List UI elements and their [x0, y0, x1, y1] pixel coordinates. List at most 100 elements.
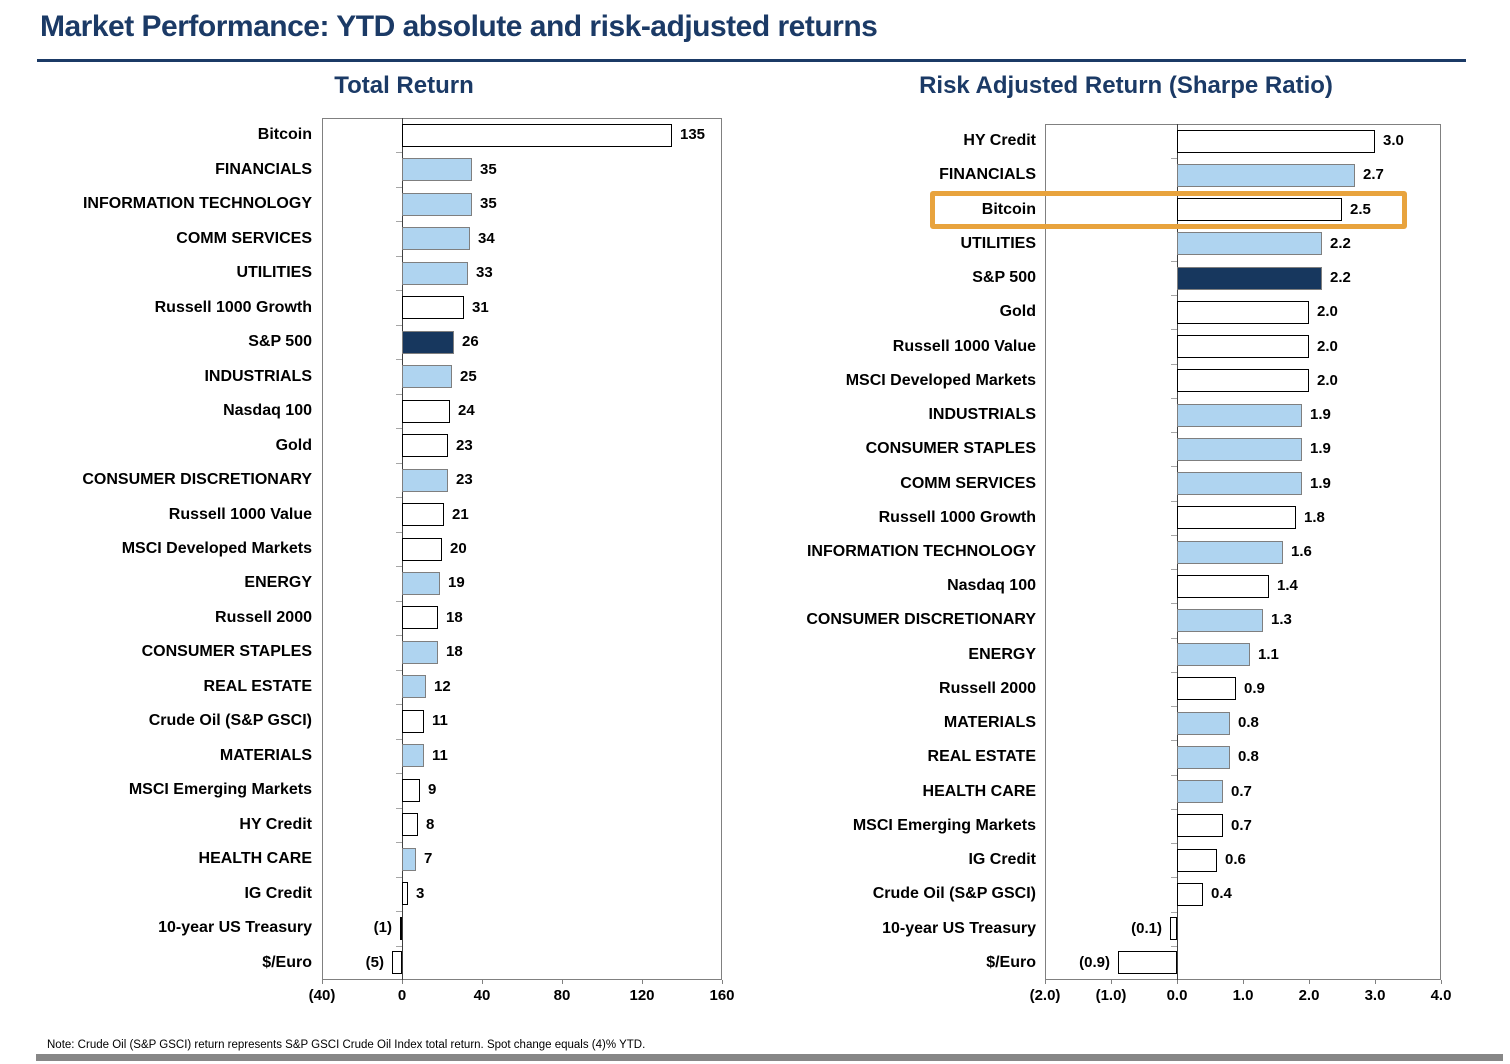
value-label: 35 — [480, 195, 497, 212]
category-label: HEALTH CARE — [922, 783, 1036, 800]
x-axis-tick-label: 80 — [553, 987, 571, 1004]
value-label: 7 — [424, 850, 433, 867]
category-label: UTILITIES — [960, 235, 1036, 252]
value-label: 1.3 — [1271, 611, 1292, 628]
sharpe-ratio-chart-title: Risk Adjusted Return (Sharpe Ratio) — [919, 72, 1333, 99]
category-label: Nasdaq 100 — [223, 402, 312, 419]
value-label: 33 — [476, 264, 493, 281]
category-axis-tick — [1171, 295, 1177, 296]
category-label: COMM SERVICES — [900, 475, 1036, 492]
value-label: 34 — [478, 230, 495, 247]
bar-white — [1177, 575, 1269, 598]
category-axis-tick — [1171, 329, 1177, 330]
bar-blue — [402, 572, 440, 595]
category-label: S&P 500 — [972, 269, 1036, 286]
category-label: Gold — [999, 303, 1036, 320]
bar-blue — [1177, 438, 1302, 461]
category-axis-tick — [1171, 466, 1177, 467]
bar-white — [402, 434, 448, 457]
bar-blue — [1177, 780, 1223, 803]
value-label: 11 — [432, 712, 448, 729]
bar-blue — [402, 641, 438, 664]
bar-blue — [402, 193, 472, 216]
category-label: CONSUMER DISCRETIONARY — [806, 611, 1036, 628]
category-label: INFORMATION TECHNOLOGY — [82, 195, 312, 212]
category-axis-tick — [396, 463, 402, 464]
category-axis-tick — [1171, 158, 1177, 159]
bar-navy — [402, 331, 454, 354]
category-axis-tick — [1171, 432, 1177, 433]
value-label: 8 — [426, 816, 435, 833]
bar-blue — [1177, 164, 1355, 187]
category-label: Russell 2000 — [215, 609, 312, 626]
category-label: MSCI Emerging Markets — [852, 817, 1036, 834]
x-axis-tick-mark — [1045, 980, 1046, 984]
bar-white — [402, 124, 672, 147]
bar-white — [392, 951, 402, 974]
x-axis-tick-label: 120 — [629, 987, 655, 1004]
bar-white — [1177, 198, 1342, 221]
bar-white — [1177, 883, 1203, 906]
value-label: (5) — [365, 954, 384, 971]
category-label: CONSUMER STAPLES — [865, 440, 1036, 457]
value-label: 2.0 — [1317, 338, 1338, 355]
category-label: INDUSTRIALS — [204, 368, 312, 385]
value-label: (1) — [373, 919, 392, 936]
x-axis-tick-mark — [562, 980, 563, 984]
value-label: 2.2 — [1330, 269, 1351, 286]
category-label: REAL ESTATE — [927, 748, 1036, 765]
category-label: Bitcoin — [257, 126, 312, 143]
category-axis-tick — [1171, 501, 1177, 502]
x-axis-tick-label: (2.0) — [1029, 987, 1061, 1004]
category-axis-tick — [396, 739, 402, 740]
category-label: Bitcoin — [981, 201, 1036, 218]
bar-blue — [1177, 541, 1283, 564]
bar-white — [1177, 814, 1223, 837]
bar-blue — [1177, 404, 1302, 427]
value-label: (0.9) — [1079, 954, 1110, 971]
category-axis-tick — [396, 325, 402, 326]
value-label: 12 — [434, 678, 451, 695]
bar-white — [402, 710, 424, 733]
category-label: INFORMATION TECHNOLOGY — [806, 543, 1036, 560]
x-axis-tick-label: 0 — [397, 987, 407, 1004]
x-axis-tick-mark — [402, 980, 403, 984]
title-underline — [37, 59, 1466, 62]
category-label: Russell 1000 Growth — [154, 299, 312, 316]
value-label: 2.0 — [1317, 372, 1338, 389]
value-label: 1.9 — [1310, 440, 1331, 457]
category-label: ENERGY — [244, 574, 312, 591]
category-label: FINANCIALS — [215, 161, 312, 178]
bar-blue — [402, 262, 468, 285]
category-label: COMM SERVICES — [176, 230, 312, 247]
chart-plot-area — [322, 118, 722, 980]
value-label: 20 — [450, 540, 467, 557]
bitcoin-highlight-box — [930, 191, 1407, 229]
category-axis-tick — [396, 670, 402, 671]
category-label: MSCI Developed Markets — [121, 540, 312, 557]
value-label: 0.9 — [1244, 680, 1265, 697]
category-label: MATERIALS — [219, 747, 312, 764]
value-label: 1.8 — [1304, 509, 1325, 526]
category-axis-tick — [1171, 569, 1177, 570]
category-axis-tick — [396, 256, 402, 257]
category-axis-tick — [1171, 706, 1177, 707]
value-label: 31 — [472, 299, 489, 316]
category-axis-tick — [396, 704, 402, 705]
category-label: UTILITIES — [236, 264, 312, 281]
category-label: MSCI Emerging Markets — [128, 781, 312, 798]
category-axis-tick — [1171, 672, 1177, 673]
page-title: Market Performance: YTD absolute and ris… — [40, 10, 878, 43]
value-label: 1.9 — [1310, 475, 1331, 492]
value-label: 3.0 — [1383, 132, 1404, 149]
value-label: 2.5 — [1350, 201, 1371, 218]
x-axis-tick-label: 0.0 — [1166, 987, 1188, 1004]
value-label: 23 — [456, 437, 473, 454]
category-label: Crude Oil (S&P GSCI) — [148, 712, 312, 729]
x-axis-tick-label: 160 — [709, 987, 735, 1004]
x-axis-tick-label: 2.0 — [1298, 987, 1320, 1004]
category-label: CONSUMER STAPLES — [141, 643, 312, 660]
category-axis-tick — [396, 290, 402, 291]
value-label: 3 — [416, 885, 425, 902]
bar-blue — [402, 848, 416, 871]
